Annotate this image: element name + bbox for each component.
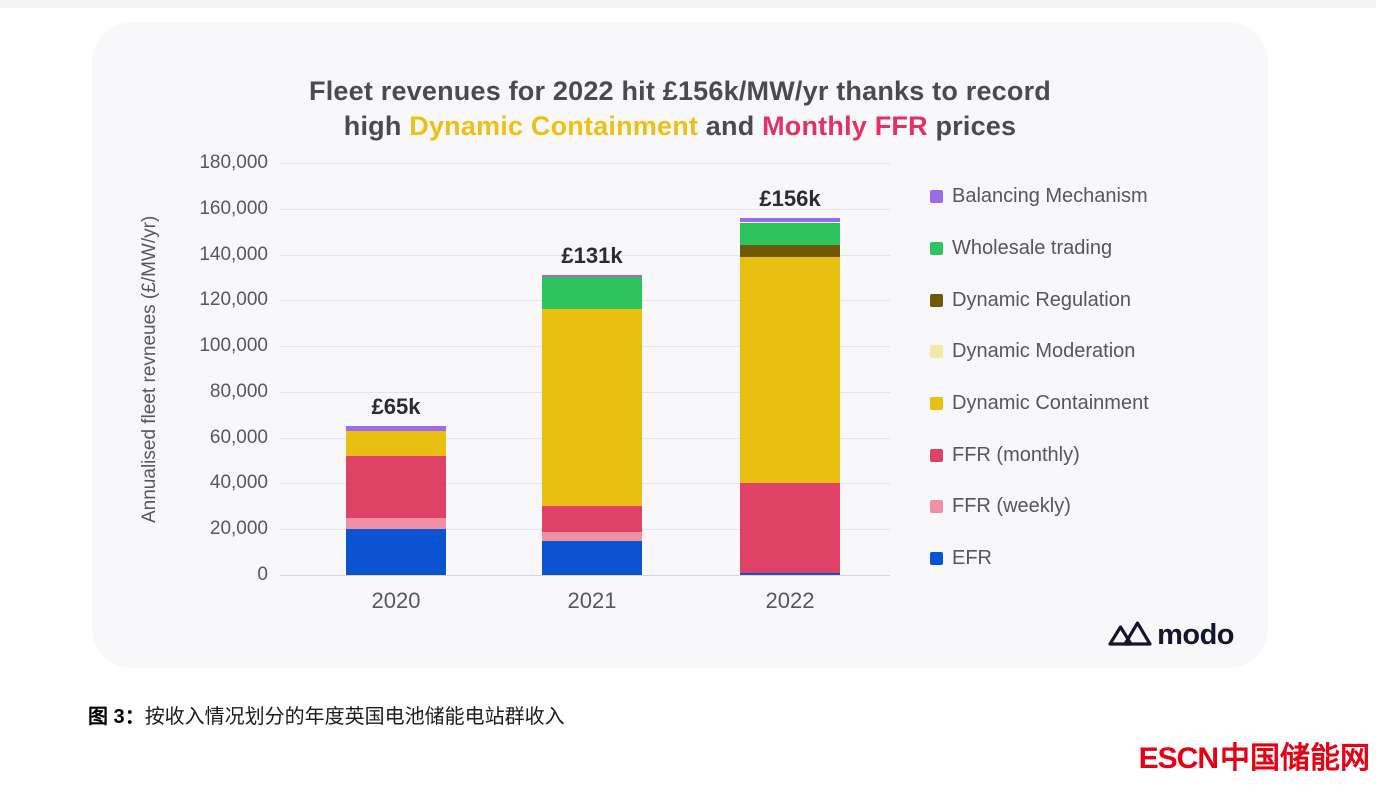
legend-swatch bbox=[930, 448, 943, 462]
chart-title-line2: high Dynamic Containment and Monthly FFR… bbox=[92, 109, 1268, 144]
x-axis-line bbox=[280, 575, 890, 576]
bar-segment-dynamic-regulation bbox=[740, 245, 840, 257]
bar-segment-ffr-monthly bbox=[542, 506, 642, 532]
gridline bbox=[280, 163, 890, 164]
legend-item: Wholesale trading bbox=[930, 223, 1149, 275]
top-strip bbox=[0, 0, 1376, 8]
modo-wordmark: modo bbox=[1157, 619, 1234, 651]
y-axis-tick-label: 100,000 bbox=[199, 335, 268, 357]
chart-title-line1: Fleet revenues for 2022 hit £156k/MW/yr … bbox=[309, 76, 1051, 106]
legend-label: Wholesale trading bbox=[952, 237, 1113, 260]
y-axis-tick-label: 140,000 bbox=[199, 243, 268, 265]
legend-item: Dynamic Moderation bbox=[930, 326, 1149, 378]
bar-segment-balancing-mechanism bbox=[346, 426, 446, 431]
legend-swatch bbox=[930, 500, 943, 514]
bar-segment-ffr-monthly bbox=[346, 455, 446, 518]
legend-label: Dynamic Moderation bbox=[952, 340, 1136, 363]
bar-segment-dynamic-containment bbox=[542, 309, 642, 507]
legend-swatch bbox=[930, 397, 943, 411]
legend-item: Balancing Mechanism bbox=[930, 171, 1149, 223]
legend-item: Dynamic Containment bbox=[930, 378, 1149, 430]
escn-chinese: 中国储能网 bbox=[1220, 742, 1370, 775]
chart-card: Fleet revenues for 2022 hit £156k/MW/yr … bbox=[92, 22, 1268, 668]
bar-total-label: £65k bbox=[371, 394, 421, 420]
legend-swatch bbox=[930, 552, 943, 566]
escn-logo: ESCN中国储能网 bbox=[1139, 733, 1370, 777]
modo-mountains-icon bbox=[1106, 617, 1152, 654]
bar-segment-efr bbox=[542, 540, 642, 575]
bar-segment-balancing-mechanism bbox=[740, 217, 840, 223]
figure-label: 图 3 bbox=[88, 706, 125, 728]
legend-label: FFR (weekly) bbox=[952, 495, 1071, 518]
y-axis-tick-label: 40,000 bbox=[209, 472, 268, 494]
legend-swatch bbox=[930, 293, 943, 307]
x-axis-tick-label: 2021 bbox=[567, 588, 617, 613]
y-axis-tick-label: 180,000 bbox=[199, 152, 268, 173]
bar-segment-ffr-weekly bbox=[542, 531, 642, 541]
modo-logo: modo bbox=[1106, 617, 1234, 654]
legend-label: Dynamic Containment bbox=[952, 392, 1149, 415]
x-axis-tick-label: 2022 bbox=[765, 588, 815, 613]
legend-swatch bbox=[930, 242, 943, 256]
y-axis-tick-label: 160,000 bbox=[199, 197, 268, 219]
legend-label: EFR bbox=[952, 547, 992, 570]
legend-label: Balancing Mechanism bbox=[952, 185, 1148, 208]
x-axis-tick-label: 2020 bbox=[371, 588, 421, 613]
legend-item: FFR (weekly) bbox=[930, 481, 1149, 533]
y-axis-tick-label: 80,000 bbox=[209, 380, 268, 402]
legend-item: EFR bbox=[930, 533, 1149, 585]
bar-segment-dynamic-containment bbox=[346, 430, 446, 456]
figure-caption-text: 按收入情况划分的年度英国电池储能电站群收入 bbox=[144, 706, 565, 728]
bar-total-label: £156k bbox=[759, 185, 821, 211]
legend-item: FFR (monthly) bbox=[930, 429, 1149, 481]
legend-swatch bbox=[930, 190, 943, 204]
legend-label: FFR (monthly) bbox=[952, 443, 1080, 466]
y-axis-tick-label: 120,000 bbox=[199, 289, 268, 311]
chart-title-part: Monthly FFR bbox=[762, 111, 928, 141]
bar-segment-efr bbox=[346, 529, 446, 575]
gridline bbox=[280, 254, 890, 256]
gridline bbox=[280, 208, 890, 210]
figure-caption: 图 3：按收入情况划分的年度英国电池储能电站群收入 bbox=[88, 700, 565, 729]
bar-total-label: £131k bbox=[561, 243, 623, 269]
bar-segment-dynamic-containment bbox=[740, 256, 840, 484]
legend-label: Dynamic Regulation bbox=[952, 288, 1131, 311]
legend-swatch bbox=[930, 345, 943, 359]
bar-segment-wholesale-trading bbox=[542, 277, 642, 310]
y-axis-tick-label: 60,000 bbox=[209, 426, 268, 448]
figure-separator: ： bbox=[124, 706, 145, 728]
chart-legend: Balancing Mechanism Wholesale trading Dyna… bbox=[930, 171, 1149, 585]
legend-item: Dynamic Regulation bbox=[930, 274, 1149, 326]
bar-segment-ffr-monthly bbox=[740, 483, 840, 573]
chart-title-part: prices bbox=[927, 111, 1017, 141]
escn-latin: ESCN bbox=[1138, 742, 1219, 775]
bar-segment-efr bbox=[740, 572, 840, 575]
chart-title-part: and bbox=[698, 111, 763, 141]
chart-title-part: Dynamic Containment bbox=[409, 111, 699, 141]
chart-title: Fleet revenues for 2022 hit £156k/MW/yr … bbox=[92, 74, 1268, 144]
y-axis-tick-label: 20,000 bbox=[209, 518, 268, 540]
bar-segment-wholesale-trading bbox=[740, 222, 840, 246]
bar-segment-ffr-weekly bbox=[346, 517, 446, 530]
bar-segment-balancing-mechanism bbox=[542, 275, 642, 278]
y-axis-tick-label: 0 bbox=[257, 564, 268, 585]
chart-title-part: high bbox=[343, 111, 410, 141]
y-axis-title: Annualised fleet revneues (£/MW/yr) bbox=[139, 215, 160, 523]
